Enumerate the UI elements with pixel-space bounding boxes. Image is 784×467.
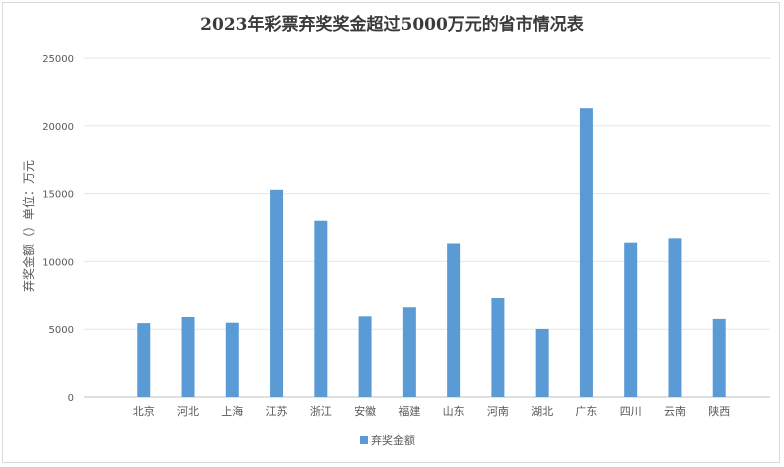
bar-云南 [668, 238, 682, 397]
bar-河南 [491, 298, 505, 397]
bar-北京 [137, 323, 151, 397]
y-axis-label: 弃奖金额（）单位：万元 [21, 160, 36, 292]
legend-label: 弃奖金额 [371, 433, 415, 447]
bar-上海 [225, 322, 239, 397]
x-category-label: 安徽 [354, 404, 376, 418]
x-category-label: 广东 [575, 405, 597, 418]
x-category-label: 云南 [664, 405, 686, 418]
x-category-label: 四川 [620, 405, 642, 418]
chart-frame [2, 2, 780, 463]
y-tick-label: 20000 [42, 122, 74, 133]
y-tick-label: 25000 [42, 54, 74, 65]
x-category-label: 浙江 [310, 405, 332, 418]
x-category-label: 陕西 [708, 404, 730, 418]
x-axis-categories: 北京 河北 上海 江苏 浙江 安徽 福建 山东 河南 湖北 广东 四川 云南 陕西 [133, 404, 730, 418]
x-category-label: 上海 [221, 404, 243, 418]
bar-江苏 [270, 189, 284, 397]
legend: 弃奖金额 [360, 433, 415, 447]
gridlines [84, 57, 770, 398]
x-category-label: 北京 [133, 404, 155, 418]
x-category-label: 江苏 [266, 405, 288, 418]
bar-福建 [402, 307, 416, 397]
y-axis-ticks: 0 5000 10000 15000 20000 25000 [42, 54, 74, 404]
legend-swatch [360, 436, 368, 444]
y-tick-label: 5000 [49, 325, 74, 336]
x-category-label: 福建 [398, 404, 420, 418]
chart-title: 2023年彩票弃奖奖金超过5000万元的省市情况表 [200, 15, 584, 35]
bar-浙江 [314, 220, 328, 397]
bar-河北 [181, 316, 195, 397]
x-category-label: 河北 [177, 405, 199, 418]
y-tick-label: 0 [68, 393, 74, 404]
bar-湖北 [535, 328, 549, 397]
x-category-label: 山东 [443, 405, 465, 418]
bar-陕西 [712, 318, 726, 397]
y-tick-label: 15000 [42, 190, 74, 201]
bar-四川 [624, 242, 638, 397]
bars [137, 108, 726, 397]
bar-安徽 [358, 316, 372, 397]
x-category-label: 湖北 [531, 405, 553, 418]
bar-山东 [447, 243, 461, 397]
bar-广东 [579, 108, 593, 397]
y-tick-label: 10000 [42, 257, 74, 268]
x-category-label: 河南 [487, 405, 509, 418]
